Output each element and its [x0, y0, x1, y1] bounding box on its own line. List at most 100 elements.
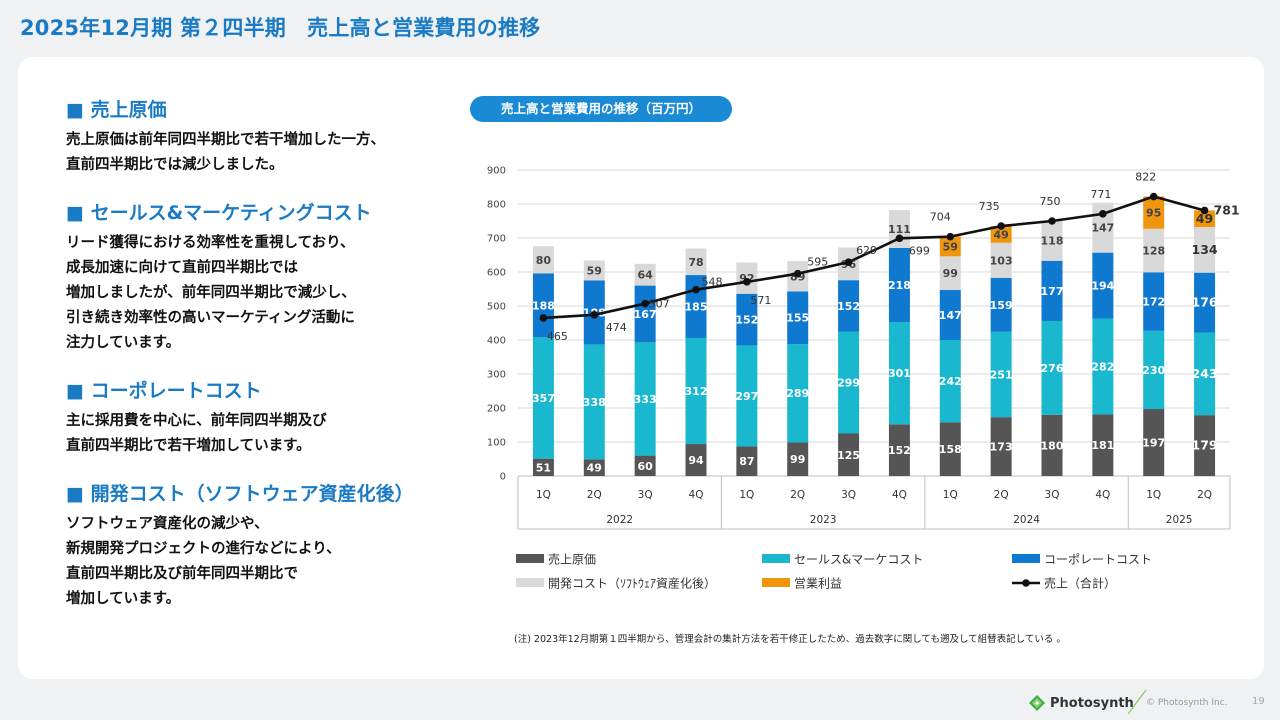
revenue-value-label: 474 [606, 321, 627, 334]
group-label: 2023 [810, 514, 837, 526]
legend-swatch [516, 578, 544, 587]
revenue-point [692, 285, 700, 294]
revenue-value-label: 699 [909, 244, 930, 257]
y-tick-label: 900 [487, 166, 506, 177]
bar-segment [990, 277, 1012, 332]
bar-segment [634, 263, 656, 286]
bar-segment [634, 342, 656, 456]
bar-value-label: 167 [634, 308, 657, 321]
x-tick-label: 1Q [536, 489, 551, 501]
bar-segment [532, 458, 554, 476]
revenue-value-label: 571 [750, 294, 771, 307]
section-sales-marketing: ■ セールス&マーケティングコスト リード獲得における効率性を重視しており、 成… [66, 198, 466, 356]
revenue-point [1149, 192, 1158, 201]
bar-value-label: 147 [939, 309, 962, 322]
x-tick-label: 1Q [1146, 489, 1161, 501]
revenue-line [543, 195, 1205, 320]
group-label: 2022 [606, 514, 633, 526]
bar-segment [990, 417, 1012, 476]
bar-value-label: 230 [1142, 364, 1165, 377]
revenue-point [1099, 210, 1107, 218]
bar-value-label: 125 [837, 449, 860, 462]
legend-label: 営業利益 [794, 577, 842, 591]
x-tick-label: 3Q [638, 489, 653, 501]
y-tick-label: 300 [487, 370, 506, 381]
x-tick-label: 1Q [739, 489, 754, 501]
bar-segment [532, 337, 554, 459]
bar-value-label: 177 [1041, 285, 1064, 298]
bar-value-label: 111 [888, 223, 911, 236]
section-title: ■ セールス&マーケティングコスト [66, 202, 372, 224]
legend-label: 売上（合計） [1044, 576, 1116, 591]
bar-value-label: 128 [1142, 245, 1165, 258]
bar-value-label: 185 [685, 301, 708, 314]
y-tick-label: 100 [487, 438, 506, 449]
bar-value-label: 64 [637, 269, 653, 282]
bar-value-label: 176 [1192, 295, 1218, 310]
chart-title-pill: 売上高と営業費用の推移（百万円） [470, 96, 732, 122]
legend-swatch-marker [1022, 579, 1030, 587]
revenue-value-label: 704 [930, 211, 951, 224]
bar-value-label: 357 [532, 392, 555, 405]
bar-value-label: 152 [735, 314, 758, 327]
legend-label: 売上原価 [548, 552, 596, 567]
revenue-point [1048, 217, 1056, 225]
x-tick-label: 1Q [943, 489, 958, 501]
bar-segment [838, 433, 860, 476]
revenue-point [641, 299, 649, 308]
x-tick-label: 4Q [1095, 489, 1110, 501]
bar-value-label: 276 [1041, 362, 1064, 375]
bar-value-label: 95 [1146, 207, 1161, 220]
bar-value-label: 251 [990, 369, 1013, 382]
legend-label: 開発コスト（ｿﾌﾄｳｪｱ資産化後） [548, 576, 716, 591]
bar-segment [1194, 227, 1216, 273]
revenue-value-label: 822 [1135, 171, 1156, 184]
bar-segment [583, 459, 605, 476]
revenue-point [539, 314, 548, 322]
legend-swatch [762, 578, 790, 587]
bar-segment [888, 321, 910, 425]
revenue-point [590, 311, 599, 319]
bar-segment [583, 260, 605, 281]
photosynth-logo-icon [1029, 695, 1045, 711]
section-body: 主に採用費を中心に、前年同四半期及び 直前四半期比で若干増加しています。 [66, 413, 327, 454]
bar-segment [990, 242, 1012, 278]
bar-value-label: 299 [837, 377, 860, 390]
bar-value-label: 188 [532, 299, 555, 312]
bar-value-label: 179 [1192, 438, 1218, 453]
bar-segment [888, 424, 910, 476]
bar-value-label: 181 [1091, 439, 1114, 452]
bar-value-label: 152 [888, 444, 911, 457]
bar-value-label: 243 [1192, 366, 1218, 381]
bar-segment [1143, 228, 1165, 273]
bar-value-label: 103 [990, 254, 1013, 267]
revenue-value-label: 595 [807, 256, 828, 269]
y-tick-label: 200 [487, 404, 506, 415]
bar-segment [939, 256, 961, 291]
bar-value-label: 59 [943, 240, 958, 253]
bar-segment [787, 291, 809, 345]
group-label: 2024 [1013, 514, 1040, 526]
bar-value-label: 173 [990, 441, 1013, 454]
bar-segment [1041, 260, 1063, 321]
bar-value-label: 242 [939, 375, 962, 388]
revenue-value-label: 781 [1214, 202, 1240, 217]
x-tick-label: 2Q [1197, 489, 1212, 501]
bar-segment [939, 236, 961, 257]
bar-segment [634, 285, 656, 343]
bar-segment [939, 422, 961, 476]
revenue-value-label: 465 [547, 330, 568, 343]
bar-segment [838, 280, 860, 332]
bar-segment [583, 344, 605, 460]
bar-segment [532, 246, 554, 274]
section-title: ■ コーポレートコスト [66, 380, 262, 402]
section-corporate: ■ コーポレートコスト 主に採用費を中心に、前年同四半期及び 直前四半期比で若干… [66, 376, 466, 459]
bar-segment [838, 331, 860, 434]
bar-value-label: 99 [790, 453, 805, 466]
y-tick-label: 0 [500, 472, 506, 483]
logo-text: Photosynth [1050, 695, 1134, 711]
group-label: 2025 [1166, 514, 1193, 526]
revenue-point [895, 234, 904, 243]
revenue-value-label: 771 [1090, 188, 1111, 201]
bar-value-label: 297 [735, 390, 758, 403]
